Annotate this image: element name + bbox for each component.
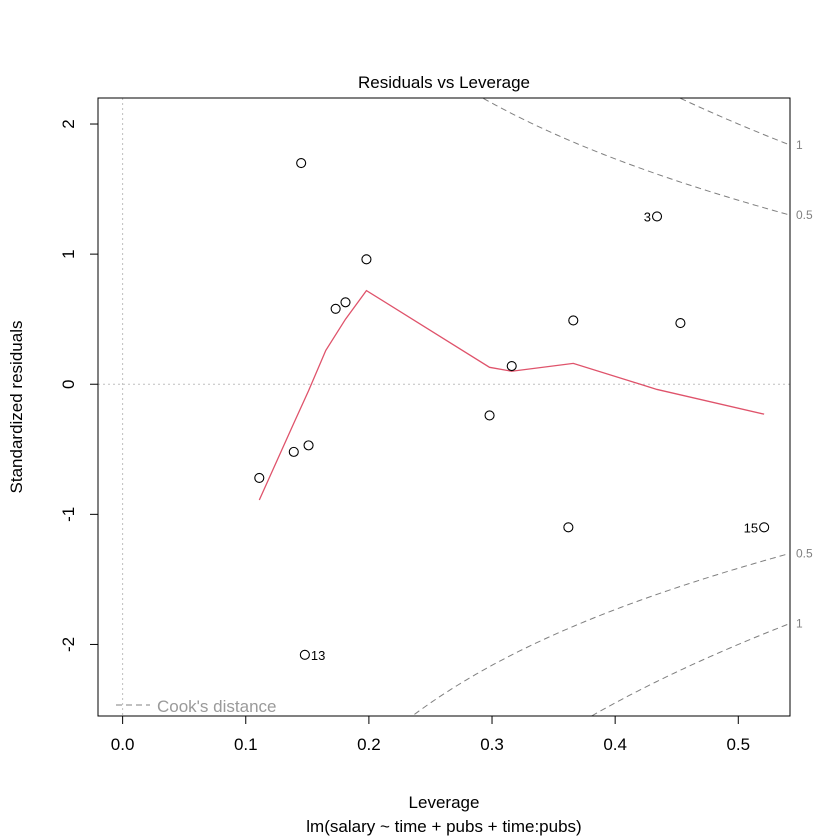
x-axis-sublabel: lm(salary ~ time + pubs + time:pubs)	[306, 817, 581, 836]
x-axis: 0.0 0.1 0.2 0.3 0.4 0.5	[111, 715, 750, 754]
smooth-line	[258, 289, 765, 501]
cooks-distance-curves: 0.5 0.5 1 1	[414, 97, 813, 717]
data-point	[484, 410, 495, 421]
y-tick-label: 1	[59, 249, 78, 258]
cooks-curve-0-5-lower	[414, 553, 789, 715]
data-point	[361, 254, 372, 265]
point-label: 15	[744, 520, 758, 535]
cooks-level-label: 0.5	[796, 208, 813, 222]
cooks-curve-0-5-upper	[483, 97, 789, 216]
cooks-level-label: 1	[796, 616, 803, 630]
smooth-line-group	[258, 289, 765, 501]
x-tick-label: 0.0	[111, 735, 135, 754]
point-label: 13	[311, 648, 325, 663]
data-point	[254, 472, 265, 483]
point-label: 3	[644, 209, 651, 224]
data-point	[568, 315, 579, 326]
y-tick-label: 2	[59, 119, 78, 128]
data-point	[330, 303, 341, 314]
x-tick-label: 0.5	[726, 735, 750, 754]
data-point	[296, 158, 307, 169]
data-point	[506, 360, 517, 372]
x-tick-label: 0.3	[480, 735, 504, 754]
legend: Cook's distance	[116, 697, 276, 716]
y-axis: -2 -1 0 1 2	[59, 119, 99, 652]
data-point	[303, 440, 314, 451]
y-tick-label: -2	[59, 637, 78, 652]
reference-lines	[98, 98, 790, 716]
data-point	[340, 297, 351, 308]
cooks-curve-1-lower	[591, 623, 789, 717]
data-point	[759, 522, 770, 533]
data-point	[288, 446, 299, 457]
y-tick-label: 0	[59, 379, 78, 388]
y-tick-label: -1	[59, 507, 78, 522]
x-axis-label: Leverage	[409, 793, 480, 812]
cooks-level-label: 0.5	[796, 546, 813, 560]
x-tick-label: 0.1	[234, 735, 258, 754]
data-point	[563, 522, 574, 533]
data-point	[299, 649, 310, 660]
cooks-level-label: 1	[796, 138, 803, 152]
data-point	[651, 211, 663, 222]
chart-title: Residuals vs Leverage	[358, 73, 530, 92]
data-points: 13 3 15	[254, 158, 770, 663]
data-point	[675, 318, 686, 329]
y-axis-label: Standardized residuals	[7, 321, 26, 494]
x-tick-label: 0.2	[357, 735, 381, 754]
legend-label: Cook's distance	[157, 697, 276, 716]
x-tick-label: 0.4	[603, 735, 627, 754]
